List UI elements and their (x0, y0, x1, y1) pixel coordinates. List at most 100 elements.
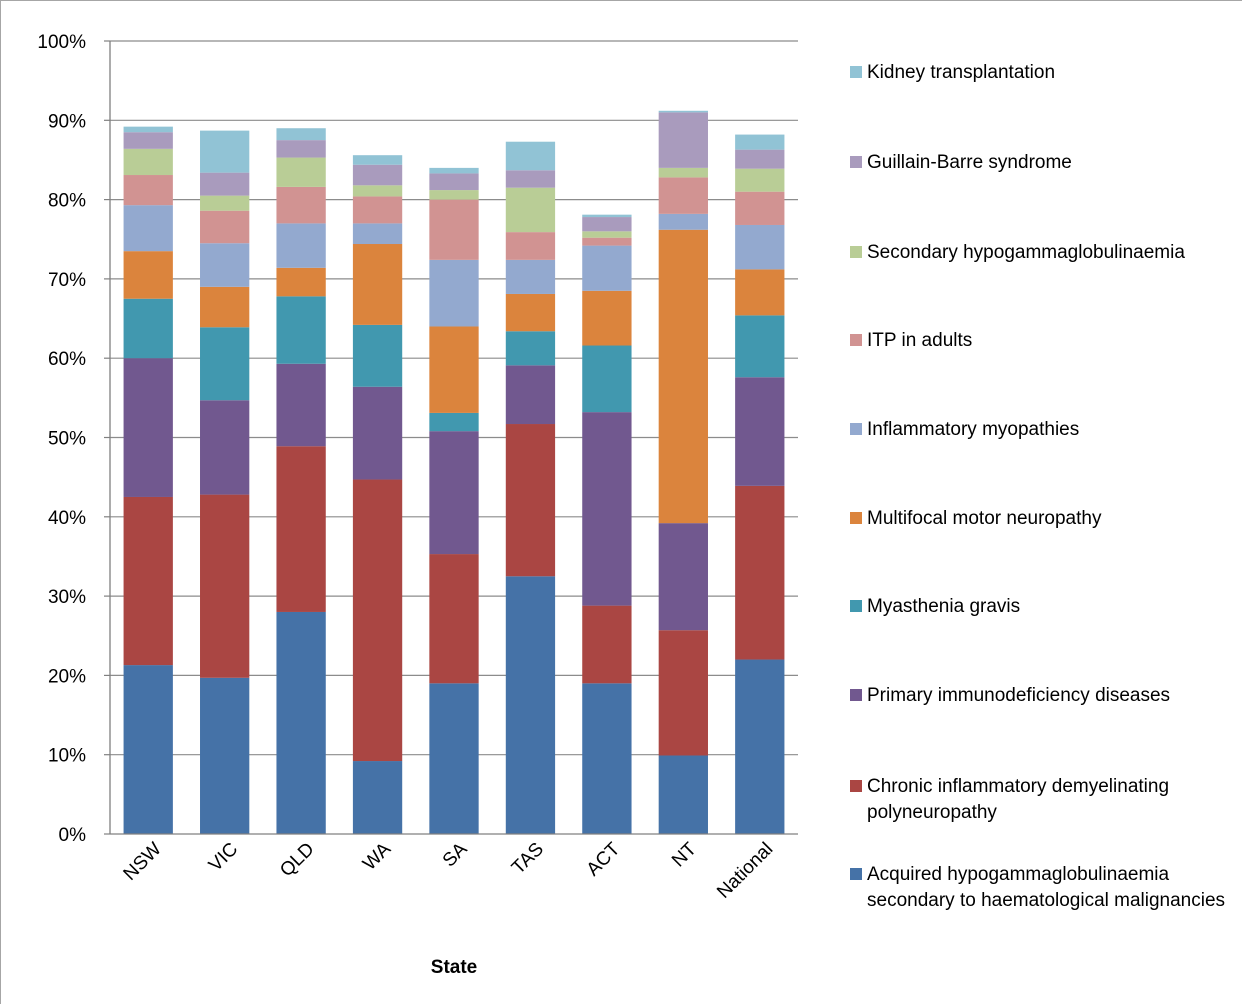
x-tick-label: National (713, 839, 777, 903)
bar-segment (582, 605, 632, 684)
bar-segment (505, 424, 556, 577)
bar-segment (429, 167, 479, 174)
bar-segment (200, 195, 250, 211)
legend-item: Acquired hypogammaglobulinaemia secondar… (850, 862, 1227, 914)
x-tick-label: TAS (508, 839, 548, 879)
x-tick-label: NT (668, 838, 701, 871)
legend-item: ITP in adults (850, 328, 1227, 354)
bar-segment (352, 244, 403, 325)
bar-segment (276, 140, 326, 158)
bar-segment (352, 196, 403, 224)
bar-segment (200, 243, 250, 287)
x-axis-ticks: NSW VIC QLD WA SA TAS ACT NT National (120, 838, 778, 902)
legend-label: Myasthenia gravis (867, 596, 1021, 617)
bar-segment (505, 365, 556, 425)
bar-segment (276, 611, 326, 834)
legend-label: Inflammatory myopathies (867, 419, 1080, 440)
legend-swatch (850, 423, 862, 435)
bar-segment (200, 327, 250, 401)
bar-segment (505, 187, 556, 233)
bar-segment (735, 269, 785, 316)
y-tick-label: 20% (48, 666, 86, 687)
bar-segment (429, 412, 479, 432)
bar-segment (123, 205, 173, 252)
bar-segment (658, 110, 708, 113)
bar-segment (352, 155, 403, 165)
bar-segment (505, 232, 556, 260)
legend-swatch (850, 156, 862, 168)
legend-swatch (850, 512, 862, 524)
legend-swatch (850, 868, 862, 880)
bar-segment (735, 485, 785, 660)
bar-segment (582, 683, 632, 834)
bar-segment (658, 213, 708, 230)
bar-segment (123, 175, 173, 206)
bar-segment (582, 345, 632, 413)
bar-segment (200, 130, 250, 173)
bar-segment (276, 223, 326, 268)
legend-swatch (850, 780, 862, 792)
legend-swatch (850, 246, 862, 258)
legend-swatch (850, 334, 862, 346)
stacked-bar-chart: 0% 10% 20% 30% 40% 50% 60% 70% 80% 90% 100% NSW VIC… (37, 32, 798, 978)
bar-segment (352, 479, 403, 762)
legend-item: Guillain-Barre syndrome (850, 150, 1227, 176)
y-axis-ticks: 0% 10% 20% 30% 40% 50% 60% 70% 80% 90% 100% (37, 32, 110, 846)
legend-label: Guillain-Barre syndrome (867, 152, 1072, 173)
bar-segment (658, 755, 708, 834)
legend-swatch (850, 66, 862, 78)
bar-segment (735, 149, 785, 169)
bar-segment (658, 167, 708, 178)
legend-item: Primary immunodeficiency diseases (850, 683, 1227, 709)
legend-label: Secondary hypogammaglobulinaemia (867, 242, 1185, 263)
bar-segment (735, 168, 785, 192)
y-tick-label: 30% (48, 587, 86, 608)
bar-segment (352, 324, 403, 387)
bar-segment (582, 290, 632, 346)
bar-segment (429, 554, 479, 684)
bar-segment (123, 496, 173, 666)
bar-segment (735, 377, 785, 486)
bar-segment (658, 112, 708, 168)
bar-segment (200, 494, 250, 678)
legend-item: Inflammatory myopathies (850, 417, 1227, 443)
bars (123, 110, 785, 834)
legend-item: Myasthenia gravis (850, 594, 1227, 620)
legend-label: Kidney transplantation (867, 62, 1056, 83)
bar-segment (123, 148, 173, 176)
bar-segment (505, 576, 556, 834)
x-tick-label: NSW (120, 839, 166, 885)
legend-swatch (850, 689, 862, 701)
bar-segment (429, 431, 479, 555)
legend-swatch (850, 600, 862, 612)
x-tick-label: SA (439, 838, 472, 871)
y-tick-label: 50% (48, 429, 86, 450)
bar-segment (123, 126, 173, 133)
legend-item: Secondary hypogammaglobulinaemia (850, 240, 1227, 266)
bar-segment (200, 400, 250, 495)
legend-item: Multifocal motor neuropathy (850, 506, 1227, 532)
bar-segment (658, 177, 708, 214)
x-tick-label: WA (359, 838, 395, 874)
x-tick-label: ACT (583, 838, 625, 880)
bar-segment (582, 412, 632, 606)
bar-segment (352, 164, 403, 186)
bar-segment (276, 128, 326, 141)
bar-segment (658, 229, 708, 524)
bar-segment (429, 173, 479, 191)
bar-segment (505, 141, 556, 171)
x-axis-title: State (431, 957, 477, 978)
bar-segment (200, 677, 250, 834)
y-tick-label: 10% (48, 746, 86, 767)
bar-segment (123, 298, 173, 359)
bar-segment (429, 683, 479, 834)
x-tick-label: VIC (205, 839, 242, 876)
legend-label: Primary immunodeficiency diseases (867, 685, 1171, 706)
y-tick-label: 70% (48, 270, 86, 291)
bar-segment (505, 331, 556, 366)
bar-segment (123, 358, 173, 497)
bar-segment (352, 761, 403, 834)
bar-segment (505, 170, 556, 188)
legend-item: Chronic inflammatory demyelinating polyn… (850, 774, 1227, 826)
